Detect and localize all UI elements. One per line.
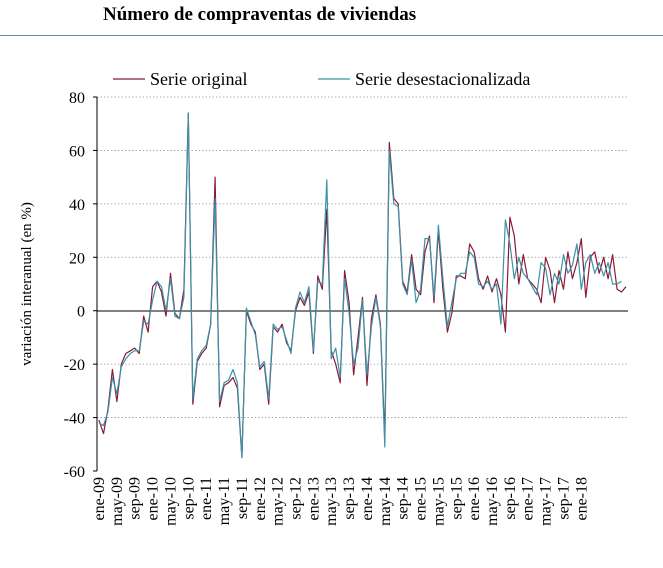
- series-lines: [98, 112, 627, 459]
- x-tick-label: may-09: [109, 477, 126, 526]
- x-tick-label: may-10: [162, 477, 179, 526]
- chart-title: Número de compraventas de viviendas: [103, 4, 417, 25]
- x-tick-label: ene-14: [359, 477, 376, 521]
- x-tick-label: sep-12: [288, 477, 305, 520]
- y-tick-label: 80: [69, 90, 85, 107]
- x-tick-label: may-12: [270, 477, 287, 526]
- x-tick-label: sep-15: [448, 477, 465, 520]
- y-tick-label: 60: [69, 143, 85, 160]
- x-tick-label: ene-15: [413, 477, 430, 521]
- y-tick-label: -20: [64, 357, 85, 374]
- x-tick-label: may-14: [377, 477, 394, 526]
- legend: Serie original Serie desestacionalizada: [113, 69, 530, 89]
- y-tick-label: -60: [64, 464, 85, 481]
- y-tick-label: 20: [69, 250, 85, 267]
- x-tick-label: sep-16: [502, 477, 519, 520]
- y-tick-label: -40: [64, 411, 85, 428]
- x-tick-label: may-15: [430, 477, 447, 526]
- y-tick-label: 40: [69, 197, 85, 214]
- x-tick-label: may-16: [484, 477, 501, 526]
- legend-label-desestacionalizada: Serie desestacionalizada: [355, 69, 530, 89]
- y-tick-label: 0: [77, 304, 85, 321]
- x-tick-label: ene-18: [573, 477, 590, 521]
- legend-label-original: Serie original: [150, 69, 247, 89]
- x-tick-label: ene-10: [145, 477, 162, 521]
- x-tick-label: sep-09: [127, 477, 144, 520]
- x-tick-label: sep-14: [395, 477, 412, 520]
- series-line-original: [98, 112, 627, 459]
- x-tick-label: sep-10: [180, 477, 197, 520]
- title-rule: [0, 35, 663, 36]
- x-tick-label: may-13: [323, 477, 340, 526]
- y-axis-label: variación interanual (en %): [19, 202, 35, 366]
- x-tick-label: sep-11: [234, 477, 251, 519]
- x-tick-label: ene-11: [198, 477, 215, 520]
- x-tick-label: ene-17: [520, 477, 537, 521]
- x-tick-label: ene-13: [305, 477, 322, 521]
- y-tick-labels: -60 -40 -20 0 20 40 60 80: [64, 90, 85, 481]
- x-tick-labels: ene-09 may-09 sep-09 ene-10 may-10 sep-10 ene-…: [91, 477, 590, 526]
- x-tick-label: sep-13: [341, 477, 358, 520]
- axes: [96, 97, 628, 471]
- x-tick-label: sep-17: [555, 477, 572, 520]
- x-tick-label: may-17: [538, 477, 555, 526]
- series-line-desestacionalizada: [98, 112, 622, 459]
- x-tick-label: ene-09: [91, 477, 108, 521]
- x-tick-label: may-11: [216, 477, 233, 525]
- x-tick-label: ene-12: [252, 477, 269, 521]
- x-tick-label: ene-16: [466, 477, 483, 521]
